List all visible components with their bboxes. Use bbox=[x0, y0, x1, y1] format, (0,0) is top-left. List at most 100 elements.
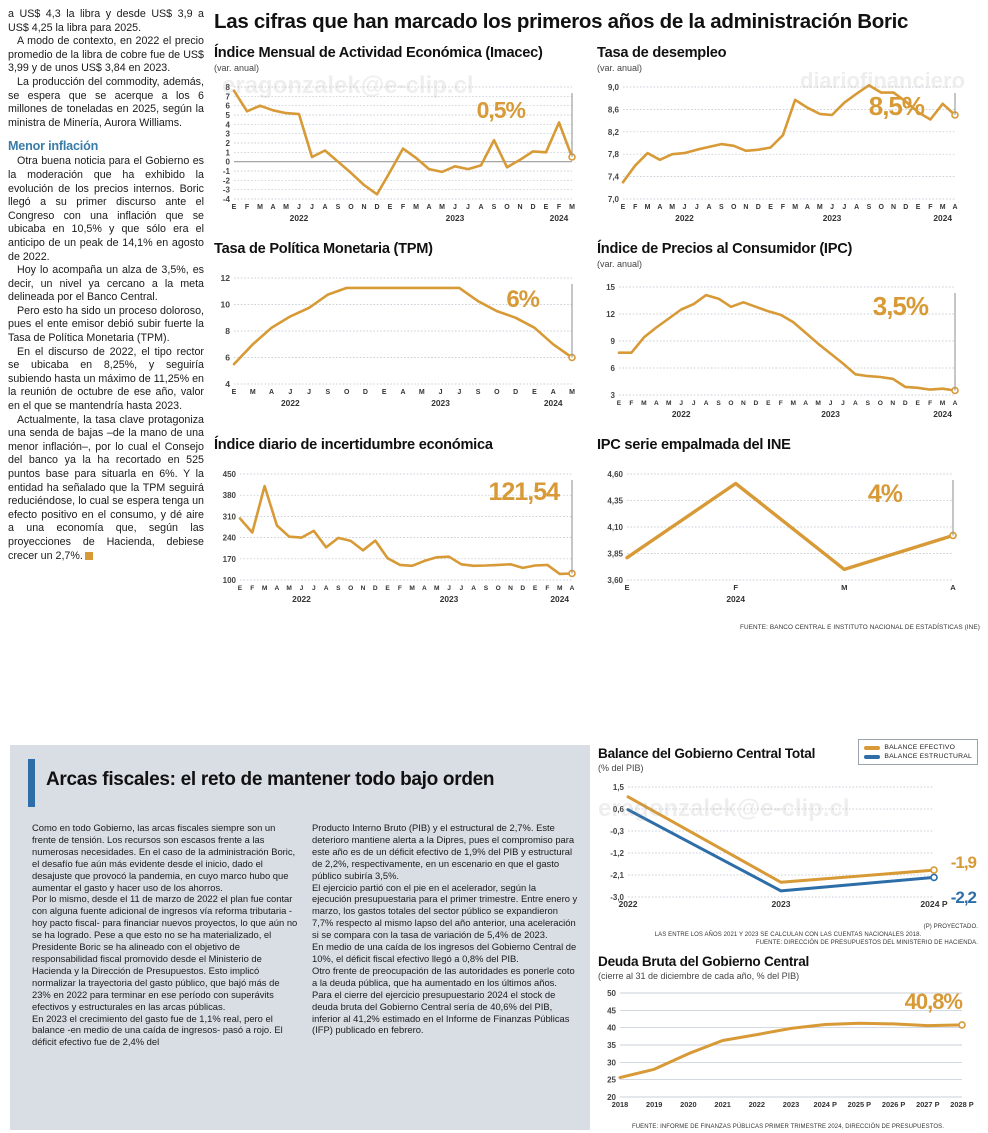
svg-text:2024: 2024 bbox=[550, 213, 569, 223]
svg-text:2026 P: 2026 P bbox=[882, 1100, 905, 1109]
svg-text:M: M bbox=[286, 585, 292, 592]
svg-text:2022: 2022 bbox=[672, 409, 691, 419]
svg-text:E: E bbox=[232, 389, 237, 396]
svg-text:E: E bbox=[232, 204, 237, 211]
svg-text:2027 P: 2027 P bbox=[916, 1100, 939, 1109]
svg-text:S: S bbox=[476, 389, 481, 396]
chart-subtitle-desempleo: (var. anual) bbox=[597, 63, 643, 73]
article-paragraph-last: Actualmente, la tasa clave protagoniza u… bbox=[8, 414, 204, 564]
end-of-article-mark bbox=[84, 551, 93, 560]
svg-text:-0,3: -0,3 bbox=[610, 827, 624, 836]
svg-text:E: E bbox=[382, 389, 387, 396]
svg-text:E: E bbox=[533, 585, 538, 592]
svg-text:M: M bbox=[283, 204, 289, 211]
svg-text:J: J bbox=[297, 204, 301, 211]
svg-text:S: S bbox=[336, 204, 341, 211]
svg-text:N: N bbox=[891, 204, 896, 211]
article-paragraph-text: Actualmente, la tasa clave protagoniza u… bbox=[8, 413, 204, 562]
svg-text:A: A bbox=[853, 400, 858, 407]
svg-text:J: J bbox=[692, 400, 696, 407]
chart-cell-incertidumbre: Índice diario de incertidumbre económica… bbox=[214, 437, 597, 608]
svg-text:J: J bbox=[312, 585, 316, 592]
fiscal-article-panel: Arcas fiscales: el reto de mantener todo… bbox=[10, 745, 590, 1130]
svg-text:N: N bbox=[361, 204, 366, 211]
fiscal-article-columns: Como en todo Gobierno, las arcas fiscale… bbox=[32, 822, 578, 1048]
svg-text:2: 2 bbox=[226, 139, 231, 148]
fiscal-paragraph: Producto Interno Bruto (PIB) y el estruc… bbox=[312, 822, 575, 881]
svg-text:-1,2: -1,2 bbox=[610, 849, 624, 858]
svg-text:M: M bbox=[669, 204, 675, 211]
svg-text:M: M bbox=[569, 204, 575, 211]
chart-title-imacec: Índice Mensual de Actividad Económica (I… bbox=[214, 45, 543, 61]
svg-text:2023: 2023 bbox=[783, 1100, 799, 1109]
svg-text:M: M bbox=[250, 389, 256, 396]
svg-text:F: F bbox=[401, 204, 406, 211]
svg-text:J: J bbox=[841, 400, 845, 407]
svg-text:O: O bbox=[504, 204, 510, 211]
article-paragraph: La producción del commodity, además, se … bbox=[8, 75, 204, 129]
chart-cell-ipc_ine: IPC serie empalmada del INE 4,60 4,35 4,10 3… bbox=[597, 437, 980, 608]
fiscal-paragraph: Por lo mismo, desde el 11 de marzo de 20… bbox=[32, 893, 298, 1012]
fiscal-article-title: Arcas fiscales: el reto de mantener todo… bbox=[46, 769, 495, 790]
legend-item: BALANCE ESTRUCTURAL bbox=[864, 752, 972, 761]
svg-text:E: E bbox=[532, 389, 537, 396]
svg-text:15: 15 bbox=[606, 283, 615, 292]
svg-text:M: M bbox=[409, 585, 415, 592]
svg-text:A: A bbox=[400, 389, 405, 396]
svg-text:A: A bbox=[478, 204, 483, 211]
svg-text:A: A bbox=[275, 585, 280, 592]
chart-subtitle-imacec: (var. anual) bbox=[214, 63, 260, 73]
chart-legend-balance: BALANCE EFECTIVO BALANCE ESTRUCTURAL bbox=[858, 739, 978, 765]
article-paragraph: a US$ 4,3 la libra y desde US$ 3,9 a US$… bbox=[8, 8, 204, 34]
svg-text:E: E bbox=[388, 204, 393, 211]
svg-text:O: O bbox=[494, 389, 500, 396]
svg-text:30: 30 bbox=[607, 1058, 616, 1067]
svg-text:A: A bbox=[707, 204, 712, 211]
svg-text:J: J bbox=[830, 204, 834, 211]
svg-text:J: J bbox=[439, 389, 443, 396]
chart-highlight-value-ipc: 3,5% bbox=[872, 291, 929, 321]
svg-text:J: J bbox=[307, 389, 311, 396]
article-left-column: a US$ 4,3 la libra y desde US$ 3,9 a US$… bbox=[8, 8, 204, 563]
svg-text:F: F bbox=[245, 204, 250, 211]
svg-text:2024: 2024 bbox=[544, 398, 563, 408]
svg-text:F: F bbox=[629, 400, 633, 407]
svg-text:D: D bbox=[903, 400, 908, 407]
svg-text:240: 240 bbox=[223, 534, 237, 543]
svg-text:8: 8 bbox=[226, 83, 231, 92]
svg-text:O: O bbox=[878, 400, 883, 407]
chart-plot-balance: BALANCE EFECTIVO BALANCE ESTRUCTURAL 1,5 0,… bbox=[598, 739, 978, 923]
svg-text:M: M bbox=[841, 583, 847, 592]
fiscal-paragraph: En medio de una caída de los ingresos de… bbox=[312, 941, 577, 964]
article-paragraph: A modo de contexto, en 2022 el precio pr… bbox=[8, 35, 204, 75]
svg-text:A: A bbox=[324, 585, 329, 592]
svg-text:2019: 2019 bbox=[646, 1100, 662, 1109]
svg-text:2022: 2022 bbox=[292, 594, 311, 604]
svg-text:J: J bbox=[683, 204, 687, 211]
svg-text:-2: -2 bbox=[223, 176, 231, 185]
svg-text:2024: 2024 bbox=[726, 594, 745, 604]
svg-text:4: 4 bbox=[226, 120, 231, 129]
svg-text:380: 380 bbox=[223, 491, 237, 500]
svg-text:2022: 2022 bbox=[290, 213, 309, 223]
chart-highlight-value-imacec: 0,5% bbox=[476, 97, 526, 123]
source-note-top: FUENTE: BANCO CENTRAL E INSTITUTO NACION… bbox=[739, 624, 980, 631]
svg-text:A: A bbox=[654, 400, 659, 407]
svg-text:A: A bbox=[422, 585, 427, 592]
svg-text:1: 1 bbox=[226, 148, 231, 157]
svg-text:2022: 2022 bbox=[618, 899, 637, 909]
svg-text:45: 45 bbox=[607, 1006, 616, 1015]
svg-text:2025 P: 2025 P bbox=[848, 1100, 871, 1109]
svg-text:2023: 2023 bbox=[431, 398, 450, 408]
fiscal-column-1: Como en todo Gobierno, las arcas fiscale… bbox=[32, 822, 298, 1048]
svg-text:E: E bbox=[915, 400, 920, 407]
svg-text:-3: -3 bbox=[223, 186, 231, 195]
svg-text:2018: 2018 bbox=[612, 1100, 628, 1109]
svg-text:J: J bbox=[459, 585, 463, 592]
svg-text:7,8: 7,8 bbox=[608, 150, 620, 159]
chart-cell-ipc: Índice de Precios al Consumidor (IPC) (va… bbox=[597, 241, 980, 423]
svg-text:O: O bbox=[728, 400, 733, 407]
svg-text:F: F bbox=[398, 585, 402, 592]
svg-text:3: 3 bbox=[226, 130, 231, 139]
svg-text:J: J bbox=[466, 204, 470, 211]
